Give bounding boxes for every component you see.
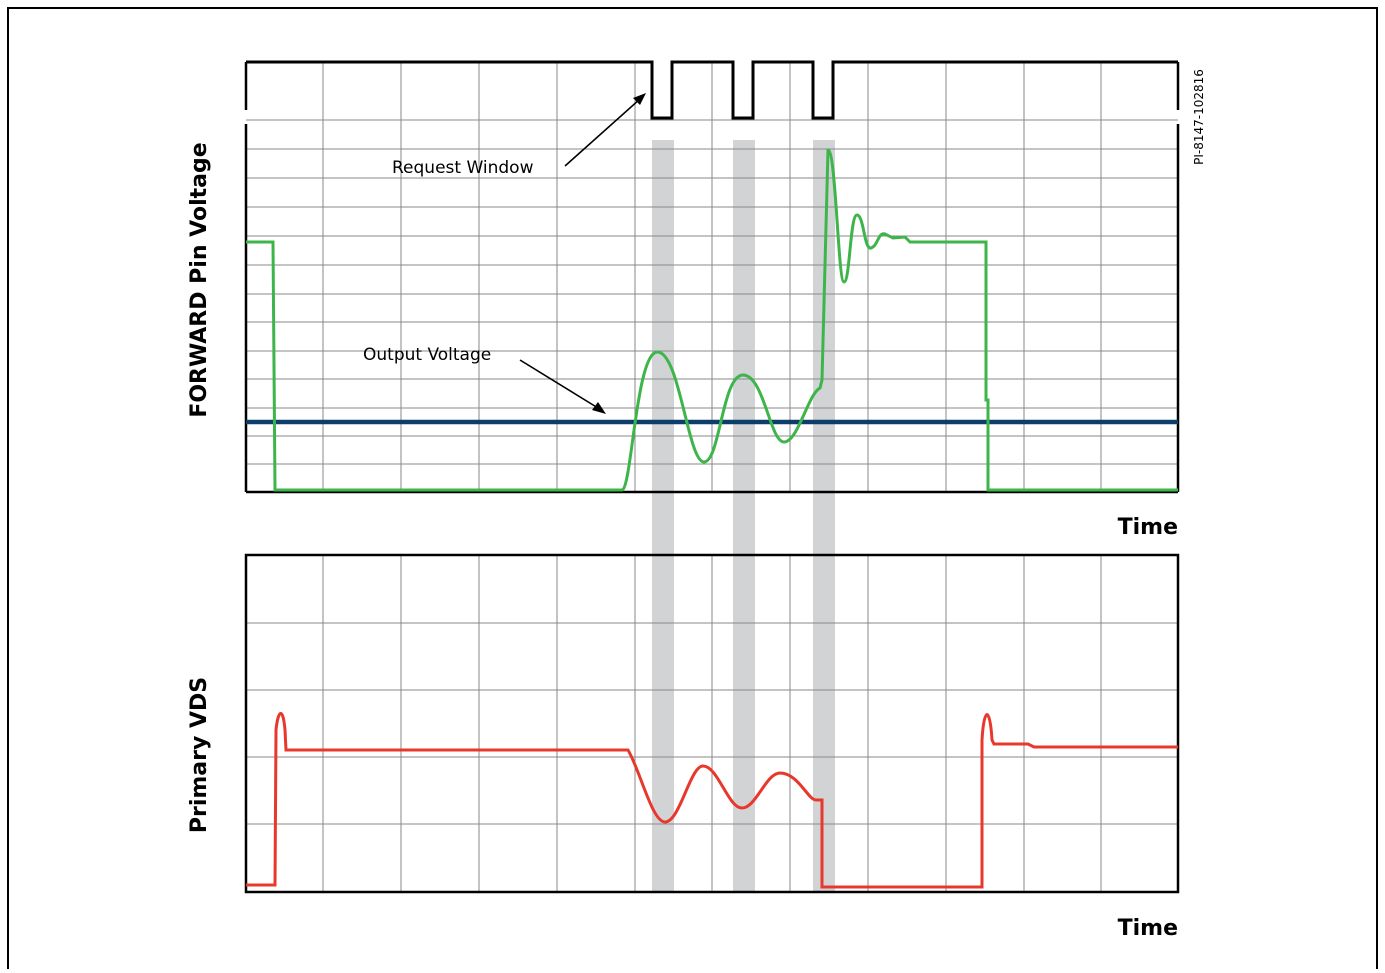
request-band-3 — [813, 140, 835, 892]
forward-voltage-trace — [246, 148, 1178, 492]
bottom-panel-grid — [246, 555, 1178, 892]
annotation-arrows — [519, 93, 646, 414]
bottom-panel-xlabel: Time — [1118, 916, 1178, 941]
top-panel-ylabel: FORWARD Pin Voltage — [187, 142, 212, 417]
figure-code: PI-8147-102816 — [1192, 69, 1206, 165]
top-panel-frame — [244, 62, 1180, 494]
bottom-panel-frame — [244, 553, 1180, 894]
request-band-1 — [652, 140, 674, 892]
outer-frame — [7, 7, 1378, 973]
top-panel-grid — [246, 62, 1178, 492]
top-panel-xlabel: Time — [1118, 515, 1178, 540]
request-window-signal — [246, 60, 1178, 120]
vds-trace — [246, 712, 1178, 889]
request-window-label: Request Window — [392, 158, 534, 178]
request-band-2 — [733, 140, 755, 892]
request-window-bands — [652, 140, 835, 892]
bottom-panel-ylabel: Primary VDS — [187, 677, 212, 833]
output-voltage-label: Output Voltage — [363, 345, 491, 365]
